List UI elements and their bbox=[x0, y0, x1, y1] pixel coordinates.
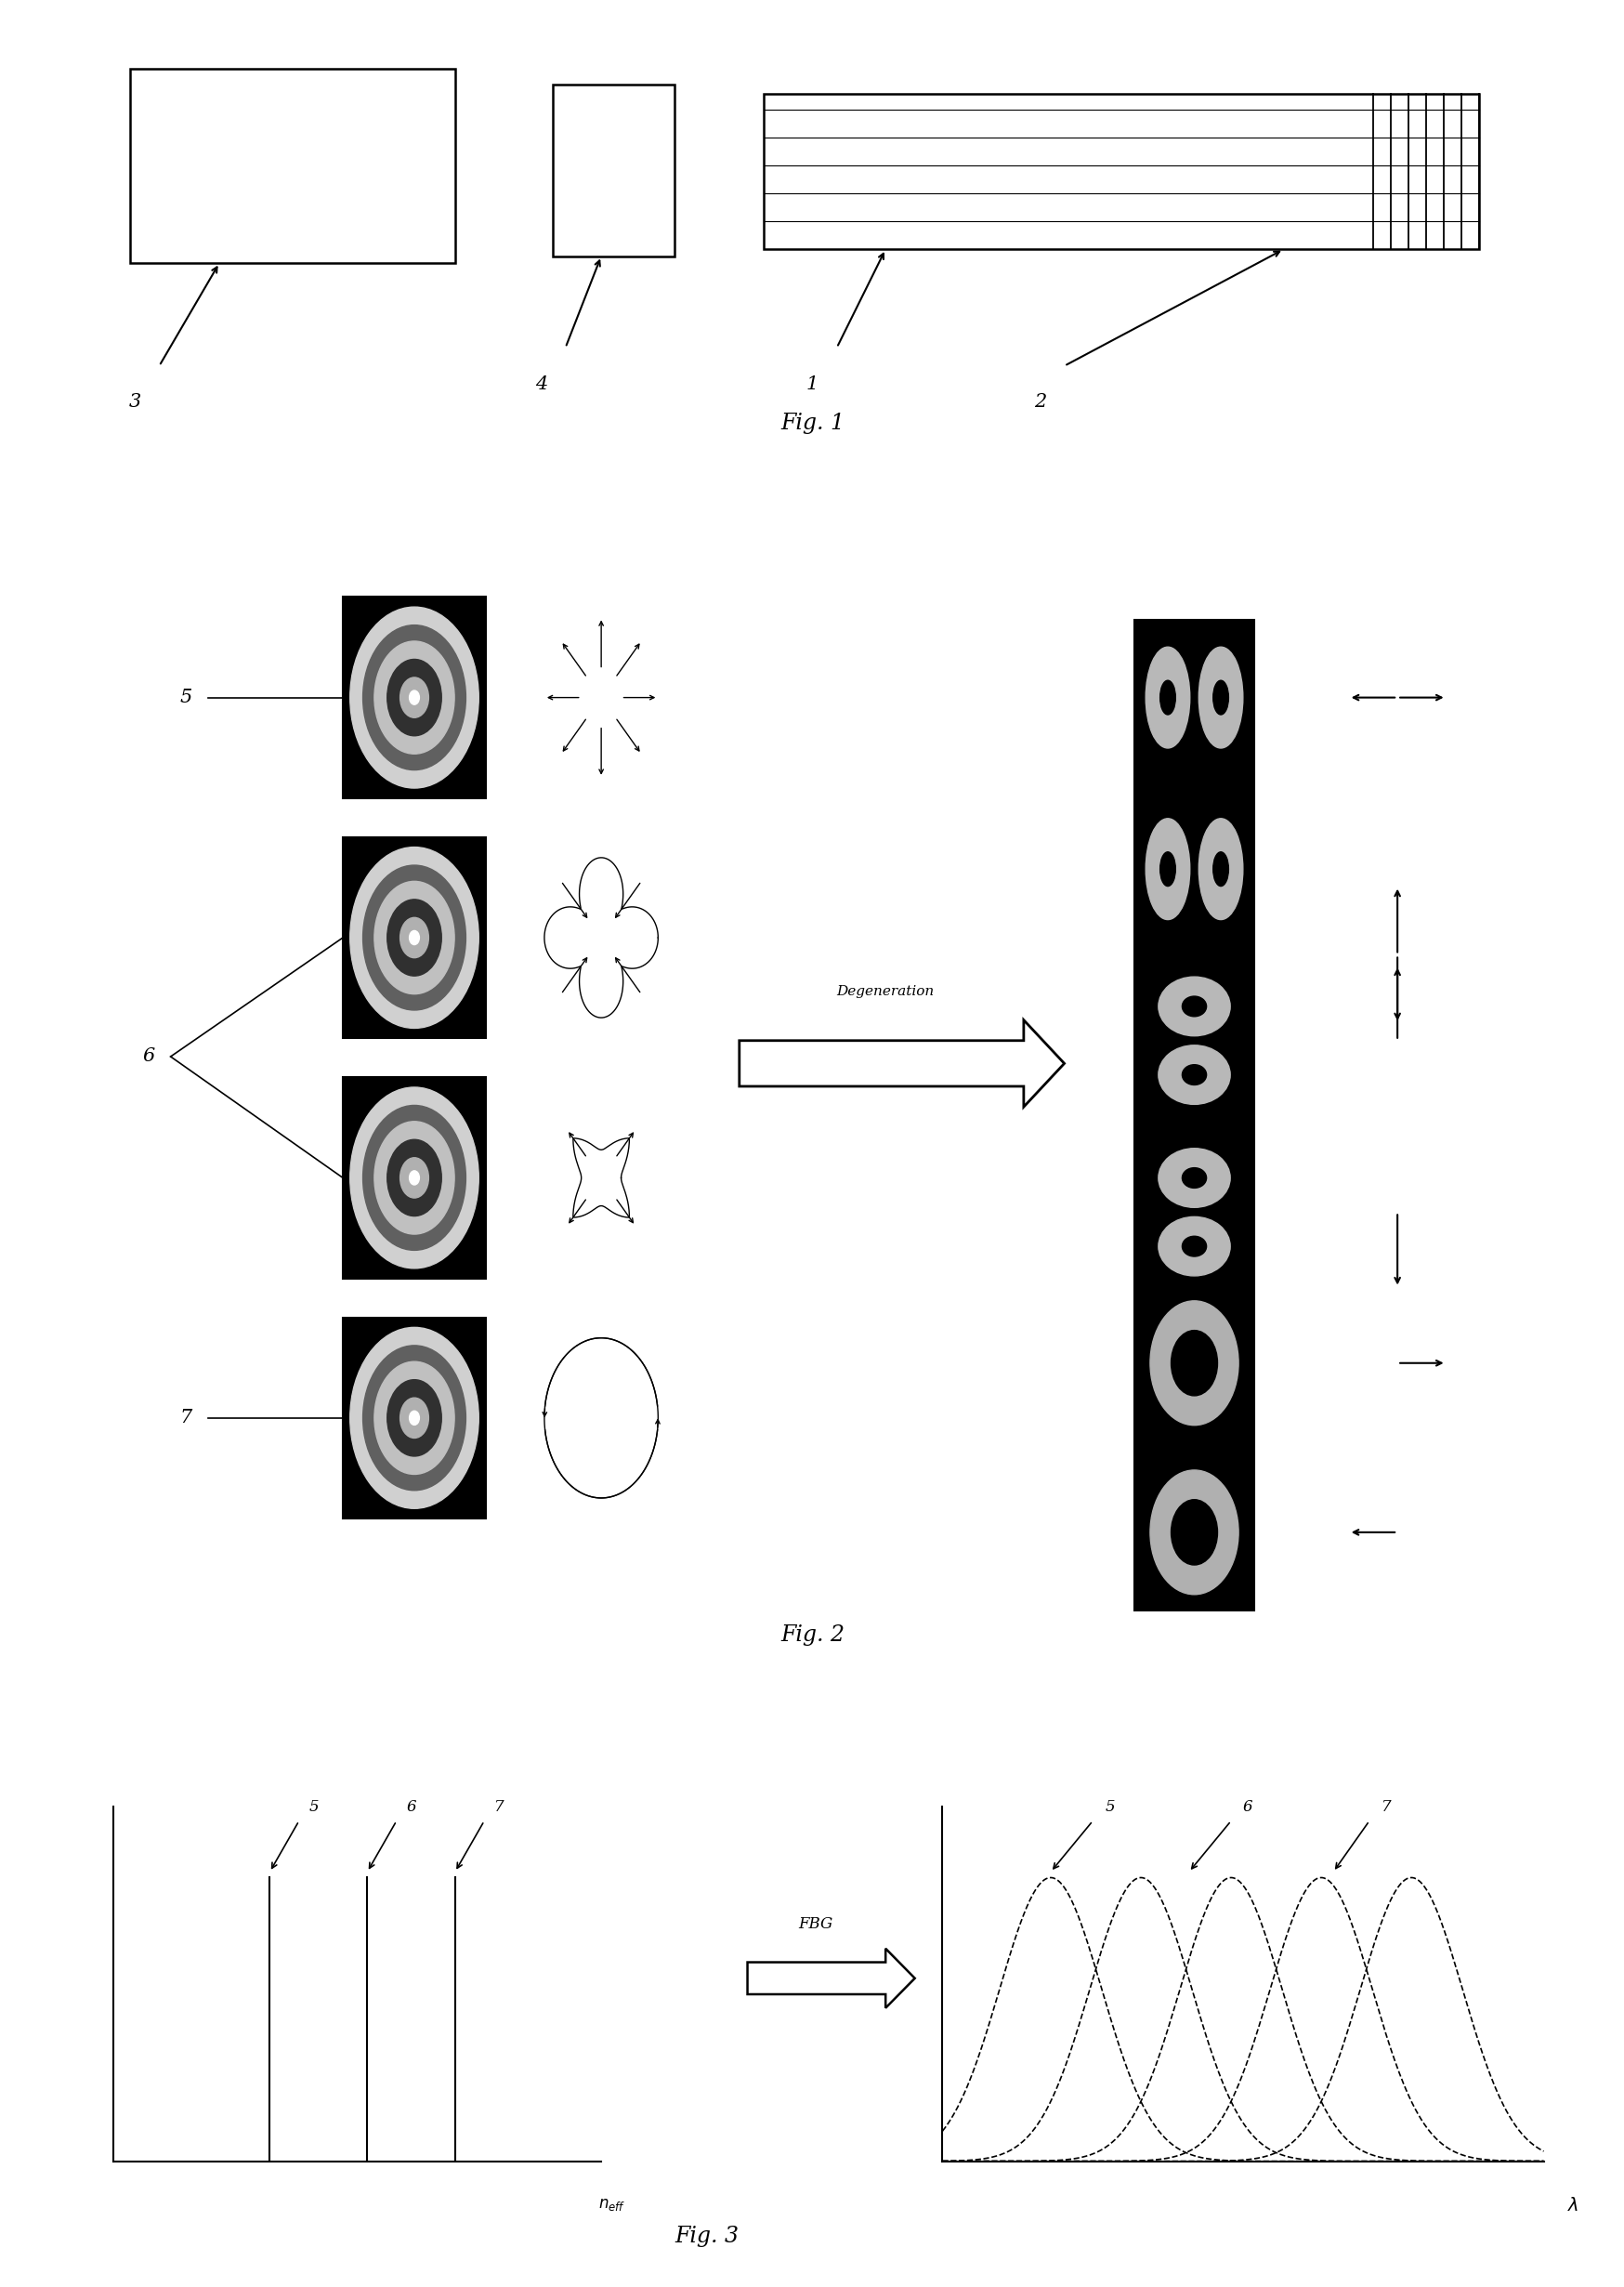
Text: 3: 3 bbox=[128, 393, 141, 412]
Ellipse shape bbox=[409, 1171, 419, 1185]
Ellipse shape bbox=[349, 1086, 479, 1269]
Bar bbox=[130, 69, 455, 263]
Ellipse shape bbox=[362, 1345, 466, 1491]
Text: Fig. 1: Fig. 1 bbox=[780, 412, 844, 435]
Ellipse shape bbox=[1182, 1169, 1205, 1187]
Ellipse shape bbox=[1182, 1237, 1205, 1256]
Ellipse shape bbox=[387, 899, 442, 977]
Ellipse shape bbox=[1150, 1301, 1237, 1425]
Ellipse shape bbox=[387, 659, 442, 736]
Ellipse shape bbox=[1158, 1148, 1229, 1208]
Ellipse shape bbox=[1160, 853, 1174, 885]
Ellipse shape bbox=[362, 1105, 466, 1251]
Ellipse shape bbox=[1158, 1045, 1229, 1105]
Text: 1: 1 bbox=[806, 375, 818, 393]
Ellipse shape bbox=[409, 1411, 419, 1425]
Ellipse shape bbox=[400, 1397, 429, 1439]
Ellipse shape bbox=[1150, 1471, 1237, 1594]
Ellipse shape bbox=[1199, 819, 1242, 919]
Text: 5: 5 bbox=[309, 1800, 318, 1816]
Bar bbox=[552, 85, 674, 256]
Text: $\lambda$: $\lambda$ bbox=[1567, 2196, 1579, 2214]
Ellipse shape bbox=[1145, 647, 1189, 748]
Ellipse shape bbox=[349, 606, 479, 789]
Ellipse shape bbox=[1171, 1500, 1216, 1564]
Bar bbox=[1138, 1285, 1249, 1441]
Ellipse shape bbox=[1145, 819, 1189, 919]
Bar bbox=[1138, 1455, 1249, 1610]
Ellipse shape bbox=[400, 677, 429, 718]
Bar bbox=[343, 837, 486, 1038]
Ellipse shape bbox=[374, 640, 455, 755]
Ellipse shape bbox=[1171, 1331, 1216, 1395]
Bar bbox=[1138, 1134, 1249, 1290]
Ellipse shape bbox=[387, 1139, 442, 1217]
Ellipse shape bbox=[1158, 977, 1229, 1036]
Ellipse shape bbox=[1158, 1217, 1229, 1276]
Ellipse shape bbox=[349, 1326, 479, 1509]
Text: 2: 2 bbox=[1033, 393, 1046, 412]
Ellipse shape bbox=[387, 1379, 442, 1457]
Ellipse shape bbox=[349, 846, 479, 1029]
FancyArrow shape bbox=[747, 1949, 914, 2008]
Text: Fig. 3: Fig. 3 bbox=[674, 2225, 739, 2248]
Ellipse shape bbox=[1182, 1066, 1205, 1084]
Bar bbox=[763, 94, 1478, 249]
Text: FBG: FBG bbox=[797, 1917, 833, 1933]
Text: 5: 5 bbox=[179, 688, 192, 707]
Ellipse shape bbox=[1182, 997, 1205, 1015]
Text: 5: 5 bbox=[1104, 1800, 1114, 1816]
Bar bbox=[1138, 791, 1249, 947]
Ellipse shape bbox=[1160, 682, 1174, 714]
Ellipse shape bbox=[374, 880, 455, 995]
Ellipse shape bbox=[362, 624, 466, 771]
Text: Fig. 2: Fig. 2 bbox=[780, 1624, 844, 1647]
Ellipse shape bbox=[374, 1361, 455, 1475]
Text: 7: 7 bbox=[1380, 1800, 1390, 1816]
Text: 7: 7 bbox=[494, 1800, 503, 1816]
Ellipse shape bbox=[362, 864, 466, 1011]
Bar bbox=[343, 1317, 486, 1519]
Ellipse shape bbox=[400, 1157, 429, 1198]
FancyArrow shape bbox=[739, 1020, 1064, 1107]
Text: 4: 4 bbox=[534, 375, 547, 393]
Bar bbox=[1138, 963, 1249, 1118]
Text: 6: 6 bbox=[141, 1047, 154, 1066]
Ellipse shape bbox=[409, 691, 419, 704]
Bar bbox=[343, 1077, 486, 1278]
Text: 7: 7 bbox=[179, 1409, 192, 1427]
Ellipse shape bbox=[1199, 647, 1242, 748]
Text: 6: 6 bbox=[1242, 1800, 1252, 1816]
Text: Degeneration: Degeneration bbox=[836, 986, 934, 997]
Ellipse shape bbox=[374, 1121, 455, 1235]
Text: $n_{eff}$: $n_{eff}$ bbox=[598, 2196, 625, 2212]
Ellipse shape bbox=[400, 917, 429, 958]
Bar bbox=[1138, 620, 1249, 775]
Ellipse shape bbox=[1213, 682, 1228, 714]
Bar bbox=[1134, 620, 1254, 1610]
Ellipse shape bbox=[1213, 853, 1228, 885]
Text: 6: 6 bbox=[406, 1800, 416, 1816]
Bar bbox=[343, 597, 486, 798]
Ellipse shape bbox=[409, 931, 419, 945]
